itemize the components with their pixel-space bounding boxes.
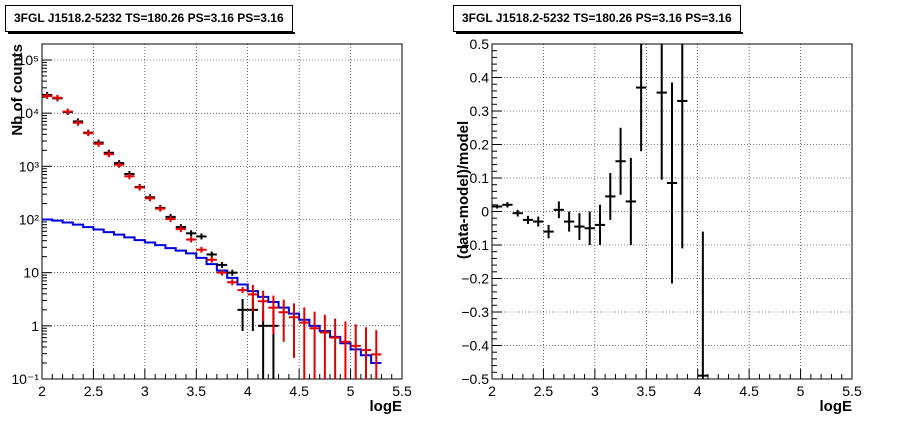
right-y-tick-label: −0.2 [461,271,489,287]
right-x-axis-label: logE [820,398,853,415]
left-x-tick-label: 3.5 [187,383,207,399]
right-y-tick-label: 0.2 [470,137,490,153]
left-x-tick-label: 5.5 [392,383,412,399]
left-y-tick-label: 10⁴ [17,105,39,121]
right-chart-title: 3FGL J1518.2-5232 TS=180.26 PS=3.16 PS=3… [453,5,743,34]
left-y-tick-label: 10⁵ [18,52,39,68]
left-x-tick-label: 5 [347,383,355,399]
left-x-axis-label: logE [370,398,403,415]
left-x-tick-label: 4 [244,383,252,399]
left-x-tick-label: 2 [38,383,46,399]
right-x-tick-label: 3 [591,383,599,399]
right-x-tick-label: 5 [797,383,805,399]
right-x-tick-label: 5.5 [842,383,862,399]
right-x-tick-label: 3.5 [637,383,657,399]
left-model-source-step-line [42,218,382,364]
right-plot-residuals: 2 2.5 3 3.5 4 4.5 5 5.5 −0.5 −0.4 −0.3 −0.2 −0.1 0 0.1… [455,36,862,415]
left-x-tick-label: 3 [141,383,149,399]
right-y-tick-label: 0 [481,204,489,220]
right-y-tick-label: 0.1 [470,170,490,186]
right-y-tick-label: −0.1 [461,237,489,253]
left-y-tick-label: 10⁻¹ [11,371,39,387]
left-y-tick-label: 10 [23,265,39,281]
right-x-tick-label: 4 [694,383,702,399]
left-x-tick-label: 2.5 [84,383,104,399]
right-y-tick-label: −0.5 [461,371,489,387]
left-y-tick-label: 10² [19,212,40,228]
right-y-tick-label: 0.5 [470,36,490,52]
right-y-tick-label: −0.4 [461,338,489,354]
left-plot-frame [41,43,403,380]
left-plot-counts: 2 2.5 3 3.5 4 4.5 5 5.5 10⁻¹ 1 10 10² 10³ 10⁴ 10⁵ logE N… [9,43,412,415]
right-y-tick-label: 0.4 [470,70,490,86]
left-chart-title: 3FGL J1518.2-5232 TS=180.26 PS=3.16 PS=3… [5,5,295,34]
right-x-tick-label: 2 [488,383,496,399]
right-x-tick-label: 2.5 [534,383,554,399]
right-y-tick-label: 0.3 [470,103,490,119]
left-y-axis-label: Nb of counts [9,44,26,136]
left-y-tick-label: 10³ [19,158,40,174]
left-y-tick-label: 1 [31,318,39,334]
right-y-axis-label: (data-model)/model [455,121,472,259]
left-x-tick-label: 4.5 [289,383,309,399]
right-x-tick-label: 4.5 [739,383,759,399]
right-y-tick-label: −0.3 [461,304,489,320]
